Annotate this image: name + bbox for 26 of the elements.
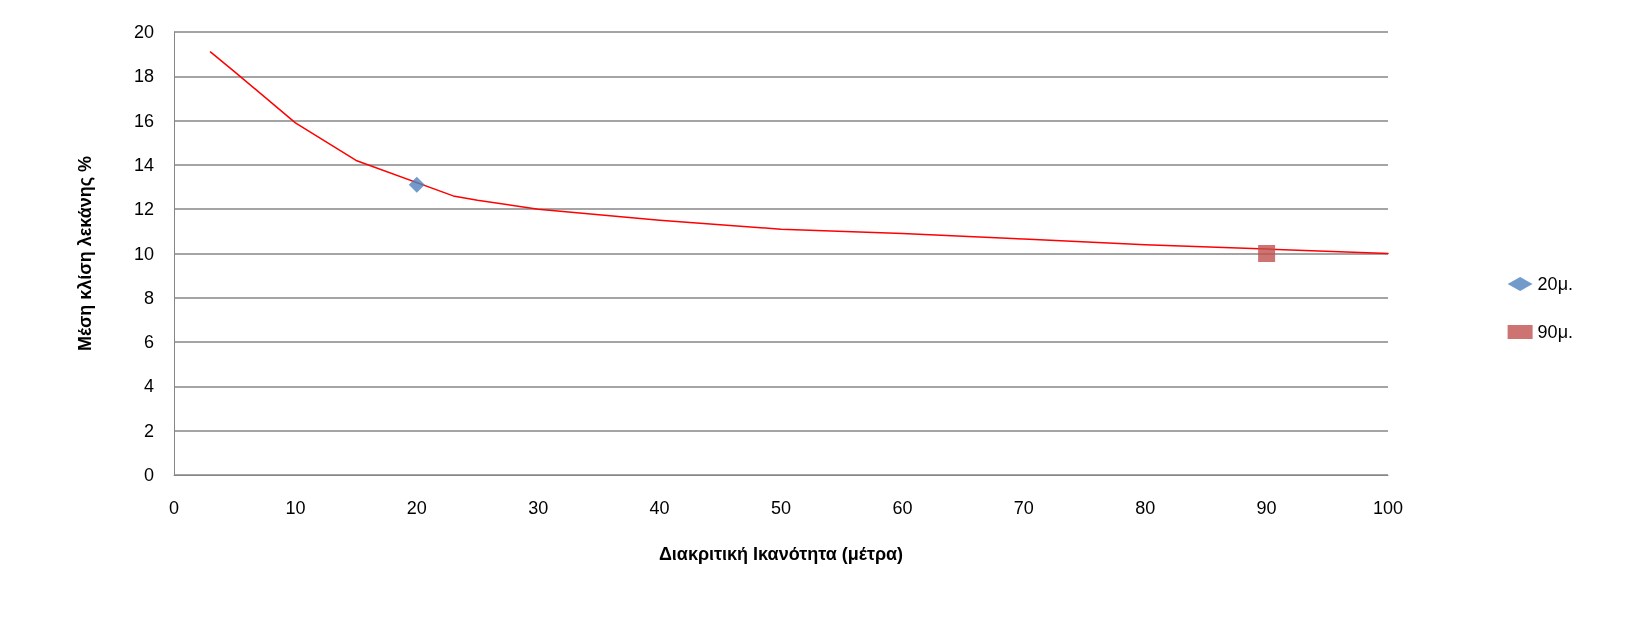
y-tick-label: 14: [133, 154, 154, 175]
x-tick-label: 40: [649, 498, 670, 518]
y-tick-label: 6: [143, 332, 154, 353]
x-tick-label: 80: [1135, 498, 1156, 518]
y-tick-label: 18: [133, 66, 154, 87]
y-axis-title: Μέση κλίση λεκάνης %: [75, 155, 95, 352]
y-tick-label: 0: [143, 465, 154, 485]
y-tick-label: 12: [133, 199, 154, 220]
x-tick-label: 90: [1256, 498, 1277, 518]
x-tick-label: 50: [770, 498, 792, 518]
x-tick-label: 70: [1013, 498, 1034, 518]
y-tick-label: 8: [143, 287, 154, 308]
y-tick-label: 10: [133, 243, 154, 264]
y-tick-label: 20: [133, 22, 154, 42]
x-axis-title: Διακριτική Ικανότητα (μέτρα): [658, 544, 904, 564]
y-tick-label: 2: [143, 420, 154, 441]
y-tick-label: 16: [133, 110, 154, 131]
legend-label: 90μ.: [1537, 322, 1574, 342]
x-tick-label: 10: [285, 498, 306, 518]
x-tick-label: 60: [892, 498, 913, 518]
x-tick-label: 20: [406, 498, 427, 518]
x-tick-label: 30: [528, 498, 549, 518]
legend-label: 20μ.: [1537, 274, 1574, 294]
x-tick-label: 100: [1372, 498, 1404, 518]
y-tick-label: 4: [143, 376, 154, 397]
x-tick-label: 0: [168, 498, 180, 518]
